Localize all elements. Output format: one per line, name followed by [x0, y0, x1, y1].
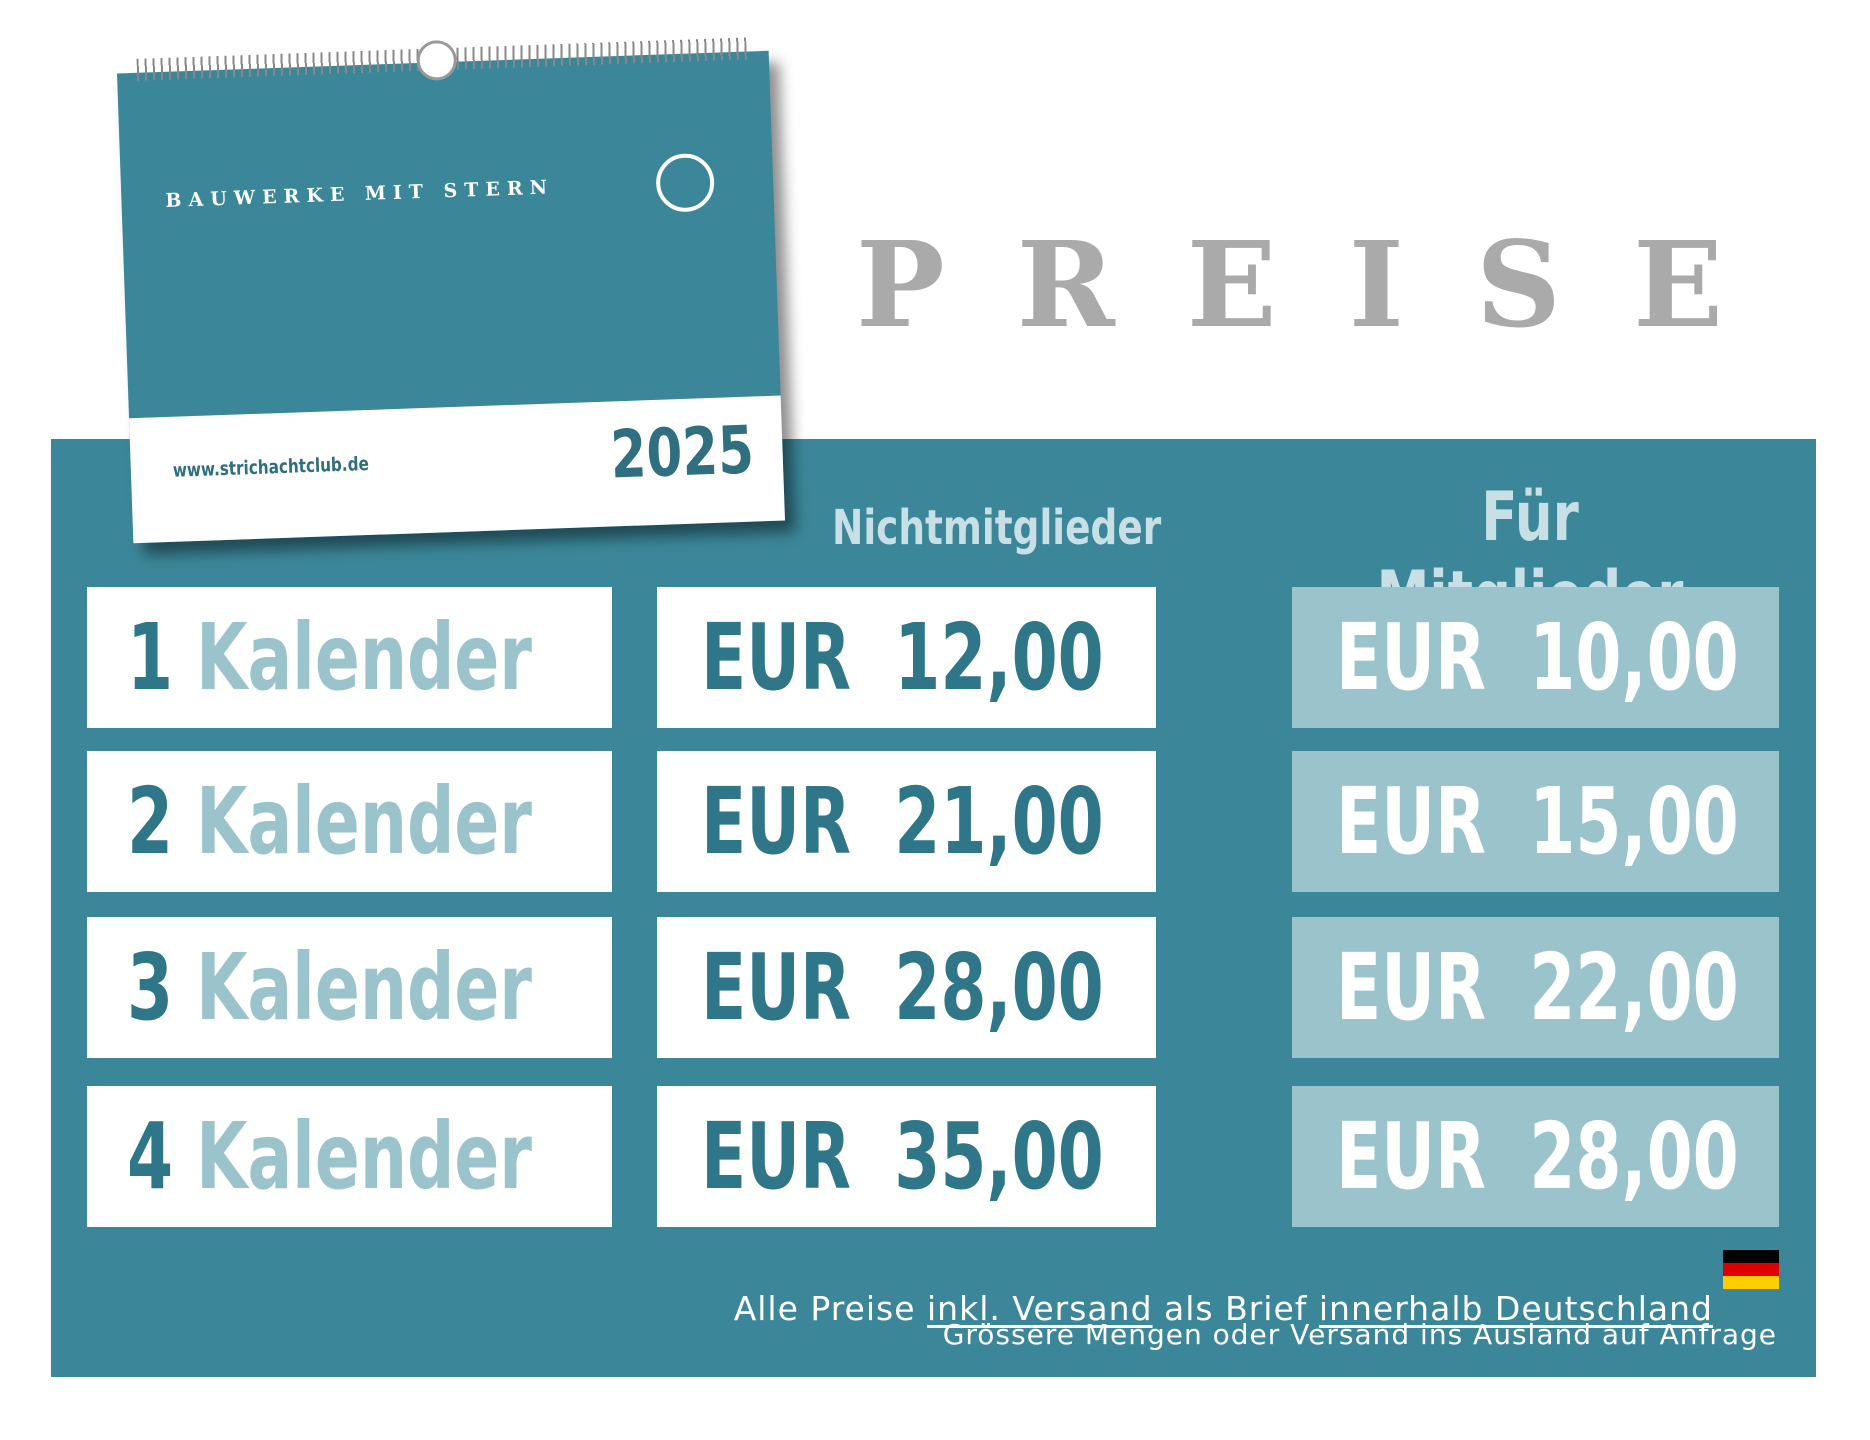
currency: EUR — [701, 934, 852, 1041]
amount: 12,00 — [894, 604, 1104, 711]
price: EUR 15,00 — [1336, 768, 1739, 875]
price-cell: EUR 35,00 — [657, 1086, 1156, 1227]
currency: EUR — [1336, 1103, 1487, 1210]
price-cell: EUR 28,00 — [1292, 1086, 1779, 1227]
price-cell: EUR 28,00 — [657, 917, 1156, 1058]
german-flag — [1723, 1250, 1779, 1289]
currency: EUR — [1336, 934, 1487, 1041]
item: Kalender — [196, 604, 532, 711]
amount: 21,00 — [894, 768, 1104, 875]
price: EUR 35,00 — [701, 1103, 1104, 1210]
price-cell: EUR 12,00 — [657, 587, 1156, 728]
calendar-title: BAUWERKE MIT STERN — [165, 176, 555, 212]
hanger — [416, 39, 458, 82]
currency: EUR — [701, 1103, 852, 1210]
count: 2 — [127, 768, 174, 875]
count: 1 — [127, 604, 174, 711]
item: Kalender — [196, 1103, 532, 1210]
price-cell: EUR 10,00 — [1292, 587, 1779, 728]
price: EUR 10,00 — [1336, 604, 1739, 711]
price: EUR 28,00 — [701, 934, 1104, 1041]
text: Alle Preise — [733, 1289, 928, 1328]
price: EUR 28,00 — [1336, 1103, 1739, 1210]
logo — [655, 152, 716, 213]
calendar-image: BAUWERKE MIT STERN www.strichachtclub.de… — [116, 37, 786, 544]
quantity: 3 Kalender — [127, 934, 532, 1041]
emphasis: innerhalb Deutschland — [1318, 1289, 1713, 1328]
heading: PREISE — [856, 215, 1796, 354]
price: EUR 12,00 — [701, 604, 1104, 711]
price-cell: EUR 22,00 — [1292, 917, 1779, 1058]
footer-note: Alle Preise inkl. Versand als Brief inne… — [711, 1250, 1713, 1328]
price-cell: EUR 21,00 — [657, 751, 1156, 892]
text: als Brief — [1152, 1289, 1319, 1328]
item: Kalender — [196, 768, 532, 875]
item: Kalender — [196, 934, 532, 1041]
amount: 28,00 — [1529, 1103, 1739, 1210]
amount: 28,00 — [894, 934, 1104, 1041]
price: EUR 22,00 — [1336, 934, 1739, 1041]
currency: EUR — [701, 768, 852, 875]
calendar-year: 2025 — [609, 411, 756, 494]
quantity-cell: 3 Kalender — [87, 917, 612, 1058]
count: 3 — [127, 934, 174, 1041]
quantity-cell: 2 Kalender — [87, 751, 612, 892]
amount: 22,00 — [1529, 934, 1739, 1041]
currency: EUR — [701, 604, 852, 711]
quantity-cell: 1 Kalender — [87, 587, 612, 728]
currency: EUR — [1336, 768, 1487, 875]
price-cell: EUR 15,00 — [1292, 751, 1779, 892]
count: 4 — [127, 1103, 174, 1210]
amount: 35,00 — [894, 1103, 1104, 1210]
price: EUR 21,00 — [701, 768, 1104, 875]
emphasis: inkl. Versand — [927, 1289, 1153, 1328]
currency: EUR — [1336, 604, 1487, 711]
column-header: Nichtmitglieder — [832, 500, 1162, 556]
amount: 10,00 — [1529, 604, 1739, 711]
footer-note: Grössere Mengen oder Versand ins Ausland… — [942, 1318, 1777, 1351]
quantity-cell: 4 Kalender — [87, 1086, 612, 1227]
quantity: 4 Kalender — [127, 1103, 532, 1210]
amount: 15,00 — [1529, 768, 1739, 875]
quantity: 1 Kalender — [127, 604, 532, 711]
quantity: 2 Kalender — [127, 768, 532, 875]
